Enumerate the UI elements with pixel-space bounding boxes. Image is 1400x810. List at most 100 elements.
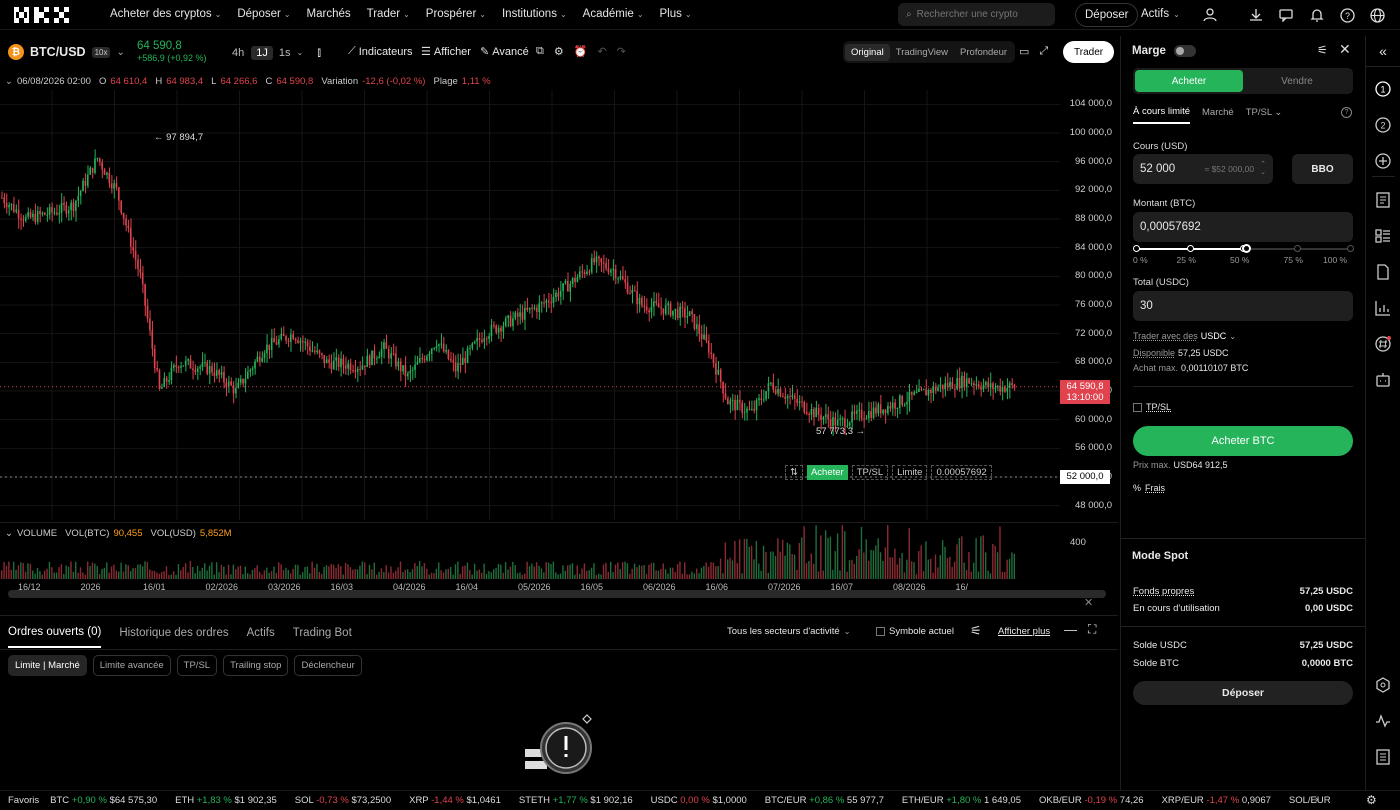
nav-trade[interactable]: Trader ⌄ [366, 8, 410, 20]
user-icon[interactable] [1202, 7, 1218, 23]
trade-with-selector[interactable]: Trader avec des USDC ⌄ [1133, 331, 1236, 341]
nav-more[interactable]: Plus ⌄ [659, 8, 692, 20]
price-input[interactable]: 52 000 ≈ $52 000,00 ⌃ ⌄ [1133, 154, 1273, 184]
ticker-item[interactable]: XRP/EUR -1,47 % 0,9067 [1161, 795, 1271, 806]
swap-icon[interactable]: ⇅ [785, 465, 803, 480]
tpsl-checkbox[interactable]: TP/SL [1133, 402, 1171, 412]
interval-chevron-icon[interactable]: ⌄ [296, 48, 304, 57]
search-input[interactable] [916, 9, 1045, 20]
panel-close-icon[interactable]: ✕ [1339, 41, 1351, 57]
fullscreen-icon[interactable]: ⤢ [1039, 45, 1049, 57]
tab-tpsl-dropdown[interactable]: TP/SL ⌄ [1245, 107, 1283, 118]
ticker-next-icon[interactable]: › [1315, 794, 1319, 805]
bot-icon[interactable] [1374, 371, 1392, 389]
hashtag-icon[interactable] [1374, 335, 1392, 353]
ticker-item[interactable]: BTC/EUR +0,86 % 55 977,7 [764, 795, 884, 806]
chip-advanced-limit[interactable]: Limite avancée [92, 655, 171, 676]
nav-markets[interactable]: Marchés [306, 8, 351, 20]
ticker-item[interactable]: OKB/EUR -0,19 % 74,26 [1038, 795, 1144, 806]
interval-1w[interactable]: 1s [278, 46, 291, 59]
indicators-button[interactable]: ⟋ Indicateurs [348, 45, 413, 58]
alert-icon[interactable]: ⏰ [573, 46, 588, 58]
ticker-item[interactable]: XRP -1,44 % $1,0461 [409, 795, 501, 806]
deposit-button[interactable]: Déposer [1075, 3, 1139, 27]
view-tradingview[interactable]: TradingView [895, 46, 949, 58]
interval-1d[interactable]: 1J [251, 45, 273, 60]
ticker-item[interactable]: SOL -0,73 % $73,2500 [294, 795, 392, 806]
sell-tab[interactable]: Vendre [1281, 75, 1313, 87]
tab-open-orders[interactable]: Ordres ouverts (0) [8, 618, 102, 648]
minimize-icon[interactable]: — [1064, 622, 1077, 637]
stepper-icon[interactable]: ⌃ ⌄ [1260, 161, 1266, 176]
undo-icon[interactable]: ↶ [597, 46, 607, 58]
candlestick-chart[interactable]: ← 97 894,7 57 773,3 → [0, 90, 1060, 520]
show-more-link[interactable]: Afficher plus [998, 626, 1051, 637]
tab-market[interactable]: Marché [1202, 107, 1234, 118]
document-icon[interactable] [1374, 263, 1392, 281]
ticker-item[interactable]: USDC 0,00 % $1,0000 [650, 795, 747, 806]
orderbook-icon[interactable] [1374, 191, 1392, 209]
close-pane-icon[interactable]: ✕ [1084, 597, 1094, 609]
globe-icon[interactable] [1369, 7, 1385, 23]
nav-buy-crypto[interactable]: Acheter des cryptos ⌄ [110, 8, 222, 20]
pulse-icon[interactable] [1374, 712, 1392, 730]
order-line-limit[interactable]: Limite [892, 465, 928, 480]
interval-4h[interactable]: 4h [232, 46, 245, 59]
display-button[interactable]: ☰ Afficher [421, 45, 471, 59]
advanced-button[interactable]: ✎ Avancé [480, 45, 529, 59]
collapse-chevron-icon[interactable]: ⌄ [5, 75, 13, 87]
trader-button[interactable]: Trader [1063, 41, 1115, 63]
chart-scrollbar[interactable] [8, 590, 1106, 598]
ticker-item[interactable]: SOL/EUR [1288, 795, 1331, 806]
nav-academy[interactable]: Académie ⌄ [582, 8, 644, 20]
chip-trailing-stop[interactable]: Trailing stop [223, 655, 289, 676]
help-icon[interactable]: ? [1339, 7, 1355, 23]
slider-step[interactable] [1293, 245, 1301, 252]
panel-deposit-button[interactable]: Déposer [1133, 681, 1353, 705]
download-icon[interactable] [1248, 7, 1264, 23]
filter-icon[interactable]: ⚟ [970, 623, 982, 638]
margin-toggle[interactable]: Marge [1132, 45, 1196, 57]
view-depth[interactable]: Profondeur [960, 46, 1008, 58]
workspace-2-icon[interactable]: 2 [1374, 116, 1392, 134]
candle-type-icon[interactable]: ⫾ [317, 45, 322, 59]
chip-limit-market[interactable]: Limite | Marché [8, 655, 87, 676]
tab-assets[interactable]: Actifs [246, 626, 275, 639]
add-workspace-icon[interactable] [1374, 152, 1392, 170]
chat-icon[interactable] [1278, 7, 1294, 23]
chip-tpsl[interactable]: TP/SL [176, 655, 218, 676]
info-icon[interactable]: ? [1341, 107, 1352, 118]
slider-step[interactable] [1347, 245, 1354, 252]
redo-icon[interactable]: ↷ [616, 46, 626, 58]
settings-gear-icon[interactable]: ⚙ [553, 46, 564, 58]
bbo-button[interactable]: BBO [1292, 154, 1353, 184]
nav-deposit[interactable]: Déposer ⌄ [237, 8, 291, 20]
chip-trigger[interactable]: Déclencheur [294, 655, 362, 676]
search-box[interactable]: ⌕ [898, 3, 1055, 26]
ticker-item[interactable]: BTC +0,90 % $64 575,30 [50, 795, 158, 806]
slider-step[interactable] [1186, 245, 1194, 252]
ticker-item[interactable]: STETH +1,77 % $1 902,16 [518, 795, 633, 806]
view-original[interactable]: Original [845, 43, 890, 61]
slider-step[interactable] [1133, 245, 1140, 252]
tab-limit[interactable]: À cours limité [1133, 106, 1191, 124]
okx-logo[interactable] [14, 7, 74, 23]
fees-link[interactable]: % Frais [1133, 483, 1166, 493]
nav-grow[interactable]: Prospérer ⌄ [425, 8, 486, 20]
order-line-buy[interactable]: Acheter [806, 465, 848, 480]
ticker-item[interactable]: ETH +1,83 % $1 902,35 [175, 795, 277, 806]
buy-tab[interactable]: Acheter [1135, 70, 1243, 92]
notes-icon[interactable] [1374, 748, 1392, 766]
amount-slider[interactable] [1133, 243, 1354, 255]
amount-input[interactable]: 0,00057692 [1133, 212, 1353, 242]
bar-chart-icon[interactable] [1374, 299, 1392, 317]
nav-institutions[interactable]: Institutions ⌄ [501, 8, 567, 20]
collapse-panel-icon[interactable]: « [1379, 43, 1387, 59]
tab-trading-bot[interactable]: Trading Bot [292, 626, 352, 639]
current-symbol-checkbox[interactable]: Symbole actuel [876, 626, 954, 637]
slider-knob[interactable] [1242, 244, 1251, 253]
screenshot-icon[interactable]: ⧉ [536, 45, 544, 57]
total-input[interactable]: 30 [1133, 291, 1353, 321]
hexagon-icon[interactable] [1374, 676, 1392, 694]
tab-order-history[interactable]: Historique des ordres [119, 626, 229, 639]
